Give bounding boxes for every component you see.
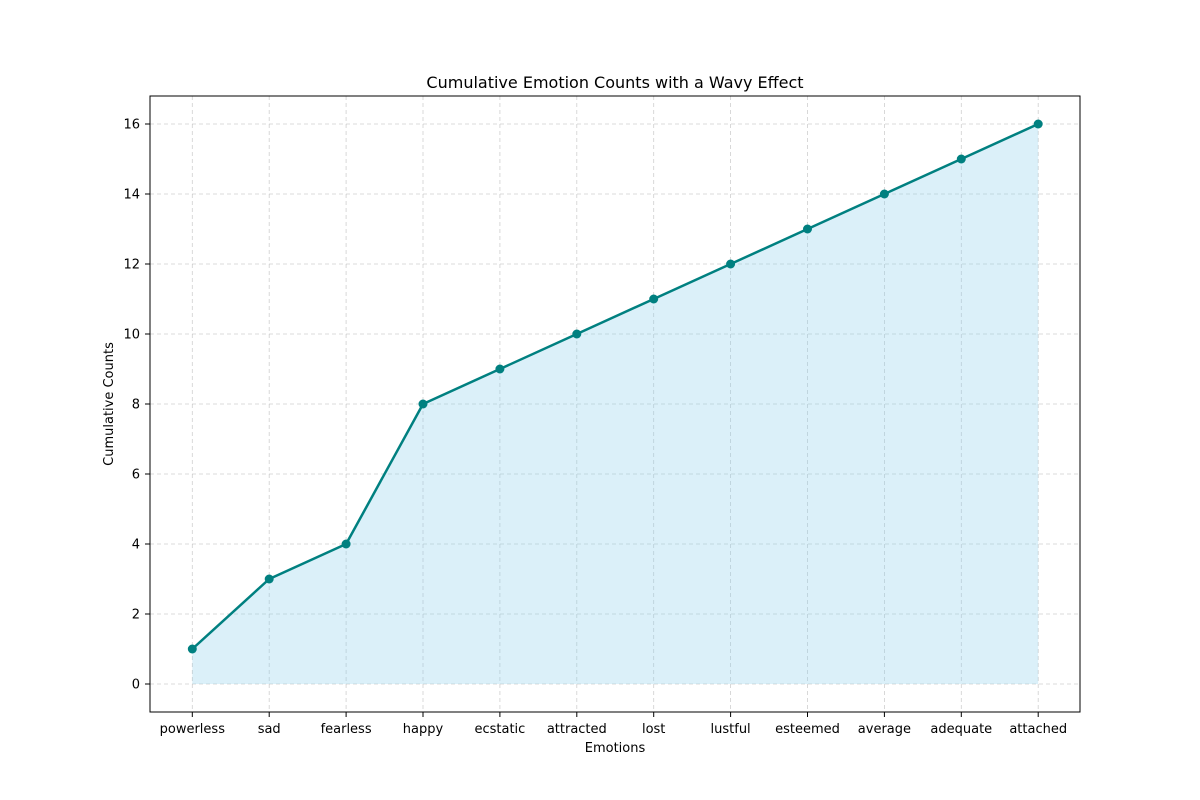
- data-points: [187, 119, 1043, 654]
- data-point-sad: [264, 574, 274, 584]
- data-point-fearless: [341, 539, 351, 549]
- y-tick-label: 6: [132, 468, 140, 483]
- data-point-lustful: [726, 259, 736, 269]
- data-point-adequate: [956, 154, 966, 164]
- series-line: [191, 122, 1039, 650]
- y-tick-label: 10: [123, 328, 140, 343]
- y-tick-label: 0: [132, 678, 140, 693]
- data-point-attracted: [572, 329, 582, 339]
- x-axis-label: Emotions: [585, 741, 646, 756]
- x-ticks: powerless sad fearless happy ecstatic attract…: [160, 712, 1067, 737]
- data-point-lost: [649, 294, 659, 304]
- chart-title: Cumulative Emotion Counts with a Wavy Ef…: [426, 73, 803, 92]
- data-point-ecstatic: [495, 364, 505, 374]
- x-tick-label: ecstatic: [474, 722, 525, 737]
- y-tick-label: 2: [132, 608, 140, 623]
- y-axis-label: Cumulative Counts: [102, 342, 117, 466]
- x-tick-label: attracted: [547, 722, 607, 737]
- x-tick-label: powerless: [160, 722, 226, 737]
- x-tick-label: adequate: [930, 722, 992, 737]
- area-fill: [192, 124, 1039, 684]
- data-point-powerless: [187, 644, 197, 654]
- x-tick-label: sad: [258, 722, 281, 737]
- y-ticks: 0 2 4 6 8 10 12 14 16: [123, 118, 150, 693]
- data-point-attached: [1033, 119, 1043, 129]
- y-tick-label: 16: [123, 118, 140, 133]
- data-point-average: [879, 189, 889, 199]
- x-tick-label: happy: [403, 722, 444, 737]
- x-tick-label: lustful: [711, 722, 751, 737]
- y-tick-label: 12: [123, 258, 140, 273]
- x-tick-label: fearless: [321, 722, 372, 737]
- grid: [150, 96, 1080, 712]
- x-tick-label: average: [858, 722, 911, 737]
- y-tick-label: 8: [132, 398, 140, 413]
- y-tick-label: 4: [132, 538, 140, 553]
- data-point-esteemed: [803, 224, 812, 234]
- y-tick-label: 14: [123, 188, 140, 203]
- data-point-happy: [418, 399, 428, 409]
- x-tick-label: esteemed: [775, 722, 840, 737]
- x-tick-label: lost: [642, 722, 665, 737]
- x-tick-label: attached: [1009, 722, 1067, 737]
